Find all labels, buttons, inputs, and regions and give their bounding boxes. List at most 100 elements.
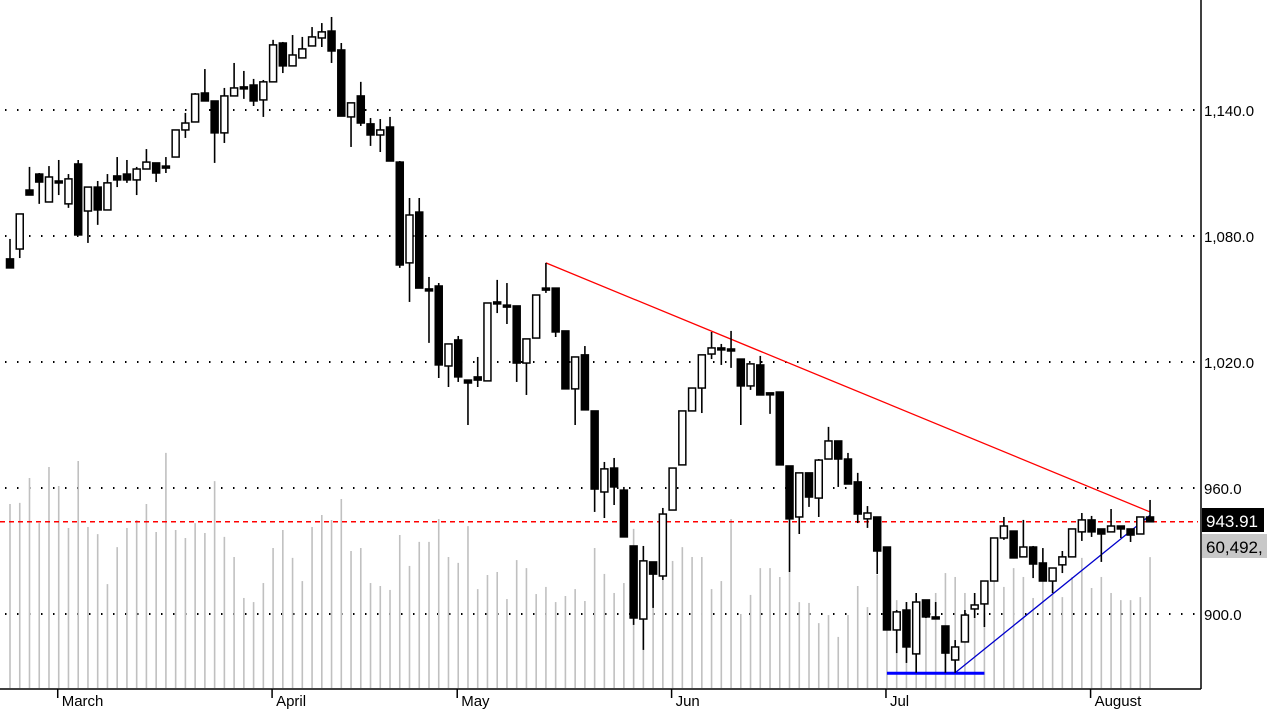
candle-up <box>950 646 960 661</box>
candle-up <box>911 601 921 655</box>
candle-up <box>376 129 385 136</box>
y-tick-label: 1,140.0 <box>1204 103 1254 120</box>
candle-up <box>268 44 278 83</box>
candle-up <box>824 440 833 460</box>
last-price-tag: 943.91 <box>1202 508 1264 532</box>
candle-up <box>687 387 697 412</box>
candle-down <box>590 410 599 490</box>
candle-down <box>1009 530 1018 559</box>
candle-down <box>249 84 258 102</box>
candle-down <box>1038 562 1048 582</box>
candle-up <box>960 614 970 643</box>
candle-down <box>366 123 375 136</box>
candle-up <box>814 459 824 499</box>
candle-up <box>229 87 239 97</box>
candle-up <box>639 560 648 620</box>
candle-down <box>756 364 765 396</box>
x-tick-label: August <box>1095 693 1143 710</box>
candle-down <box>424 288 434 292</box>
volume-bars <box>9 452 1151 688</box>
candle-down <box>551 287 560 333</box>
candle-up <box>346 102 356 118</box>
candle-down <box>453 339 463 378</box>
candle-up <box>405 214 414 264</box>
candle-up <box>298 48 307 59</box>
candle-up <box>181 122 190 131</box>
candle-up <box>707 347 716 355</box>
candle-up <box>220 95 229 134</box>
candle-down <box>239 86 249 90</box>
candle-down <box>1145 516 1155 523</box>
y-tick-label: 1,080.0 <box>1204 229 1254 246</box>
candle-up <box>288 54 297 67</box>
candle-up <box>863 512 872 520</box>
candle-up <box>1019 546 1028 558</box>
y-tick-label: 960.0 <box>1204 481 1242 498</box>
candle-down <box>580 354 590 411</box>
candle-down <box>5 258 15 269</box>
candle-down <box>541 287 551 291</box>
candle-down <box>882 546 892 631</box>
candle-up <box>658 513 668 577</box>
x-tick-label: Jun <box>676 693 700 710</box>
candle-up <box>1077 519 1087 533</box>
candle-down <box>609 467 619 488</box>
x-tick-label: March <box>62 693 104 710</box>
candle-up <box>570 356 580 390</box>
y-tick-label: 1,020.0 <box>1204 355 1254 372</box>
candle-up <box>44 176 54 203</box>
candle-down <box>161 165 171 169</box>
candle-down <box>804 472 814 498</box>
y-tick-label: 900.0 <box>1204 607 1242 624</box>
candle-down <box>122 173 132 181</box>
candle-up <box>307 36 317 47</box>
candle-down <box>278 42 288 67</box>
candle-up <box>668 467 677 511</box>
candle-down <box>112 175 122 181</box>
candle-down <box>210 100 219 134</box>
candle-down <box>337 49 346 117</box>
candle-up <box>64 178 73 205</box>
candle-down <box>1028 546 1038 565</box>
candle-up <box>317 31 327 39</box>
last-volume-label: 60,492, <box>1206 538 1263 557</box>
candle-down <box>492 301 502 305</box>
x-tick-label: April <box>276 693 306 710</box>
candle-down <box>25 189 34 196</box>
candle-up <box>483 302 492 382</box>
candle-down <box>34 173 44 183</box>
overlays <box>0 262 1198 675</box>
candle-down <box>648 561 658 575</box>
x-tick-labels: March April May Jun Jul August <box>56 689 1143 710</box>
candle-down <box>93 186 102 211</box>
candle-up <box>190 93 200 123</box>
candle-down <box>561 330 570 390</box>
candle-down <box>921 599 931 618</box>
last-price-label: 943.91 <box>1206 512 1258 531</box>
gridlines <box>5 109 1198 615</box>
candle-down <box>463 379 473 384</box>
candle-down <box>619 489 629 538</box>
y-tick-labels: 900.0 960.0 1,020.0 1,080.0 1,140.0 <box>1204 103 1254 624</box>
candle-down <box>902 609 911 648</box>
candle-down <box>473 376 482 381</box>
candle-down <box>414 211 424 289</box>
candle-down <box>54 180 63 184</box>
candle-up <box>980 580 989 605</box>
candle-up <box>171 129 180 158</box>
candle-down <box>327 30 336 52</box>
candle-down <box>785 465 794 520</box>
candle-up <box>697 354 707 389</box>
candle-up <box>999 525 1009 539</box>
candle-down <box>385 126 395 162</box>
candle-down <box>726 348 736 352</box>
resistance-trendline <box>545 262 1151 513</box>
candle-down <box>512 305 521 364</box>
candle-up <box>531 294 541 339</box>
candle-up <box>142 161 151 170</box>
candle-down <box>1087 519 1096 533</box>
candle-down <box>151 162 161 174</box>
candle-down <box>356 95 366 124</box>
candle-up <box>444 343 453 367</box>
